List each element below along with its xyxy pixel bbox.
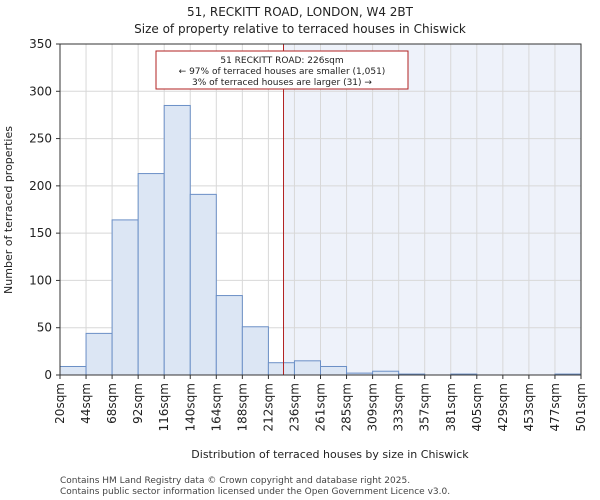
x-tick-labels: 20sqm 44sqm 68sqm 92sqm 116sqm 140sqm 164sqm 18… — [53, 375, 588, 431]
x-tick-label: 453sqm — [522, 383, 536, 431]
x-tick-label: 92sqm — [131, 383, 145, 424]
x-tick-label: 212sqm — [261, 383, 275, 431]
x-tick-label: 164sqm — [209, 383, 223, 431]
y-tick-label: 200 — [29, 179, 52, 193]
bars — [59, 104, 582, 376]
y-tick-label: 100 — [29, 273, 52, 287]
footer-line-1: Contains HM Land Registry data © Crown c… — [60, 476, 410, 486]
bar — [372, 370, 400, 376]
bar — [320, 365, 348, 376]
x-tick-label: 44sqm — [79, 383, 93, 424]
y-tick-label: 50 — [37, 321, 52, 335]
annotation-line-3: 3% of terraced houses are larger (31) → — [192, 78, 372, 88]
x-tick-label: 357sqm — [418, 383, 432, 431]
bar — [215, 295, 243, 376]
y-tick-labels: 0 50 100 150 200 250 300 350 — [29, 37, 60, 382]
x-tick-label: 236sqm — [287, 383, 301, 431]
x-tick-label: 333sqm — [392, 383, 406, 431]
x-tick-label: 261sqm — [314, 383, 328, 431]
x-tick-label: 20sqm — [53, 383, 67, 424]
y-tick-label: 300 — [29, 84, 52, 98]
x-tick-label: 68sqm — [105, 383, 119, 424]
x-tick-label: 381sqm — [444, 383, 458, 431]
bar — [111, 219, 139, 376]
bar — [267, 362, 295, 376]
y-axis-label: Number of terraced properties — [2, 126, 15, 294]
annotation-line-2: ← 97% of terraced houses are smaller (1,… — [179, 67, 386, 77]
x-tick-label: 477sqm — [548, 383, 562, 431]
bar — [137, 173, 165, 376]
x-tick-label: 140sqm — [183, 383, 197, 431]
chart-subtitle: Size of property relative to terraced ho… — [134, 22, 466, 36]
x-tick-label: 116sqm — [157, 383, 171, 431]
y-tick-label: 0 — [44, 368, 52, 382]
bar — [163, 104, 191, 376]
x-tick-label: 309sqm — [366, 383, 380, 431]
annotation-box — [155, 50, 409, 90]
footer-line-2: Contains public sector information licen… — [60, 487, 450, 497]
bar — [241, 326, 269, 376]
marker-annotation: 51 RECKITT ROAD: 226sqm ← 97% of terrace… — [155, 50, 409, 90]
x-tick-label: 285sqm — [340, 383, 354, 431]
x-tick-label: 188sqm — [235, 383, 249, 431]
plot-area: 0 50 100 150 200 250 300 350 20sqm 44sqm 68sqm 92s… — [29, 37, 588, 431]
chart-title: 51, RECKITT ROAD, LONDON, W4 2BT — [187, 5, 414, 19]
y-tick-label: 150 — [29, 226, 52, 240]
x-tick-label: 405sqm — [470, 383, 484, 431]
y-tick-label: 250 — [29, 132, 52, 146]
bar — [59, 365, 87, 376]
x-axis-label: Distribution of terraced houses by size … — [191, 448, 469, 461]
bar — [189, 193, 217, 376]
y-tick-label: 350 — [29, 37, 52, 51]
bar — [293, 360, 322, 376]
x-tick-label: 429sqm — [496, 383, 510, 431]
bar — [85, 332, 113, 376]
x-tick-label: 501sqm — [574, 383, 588, 431]
annotation-line-1: 51 RECKITT ROAD: 226sqm — [220, 56, 343, 66]
highlight-region — [283, 44, 581, 375]
